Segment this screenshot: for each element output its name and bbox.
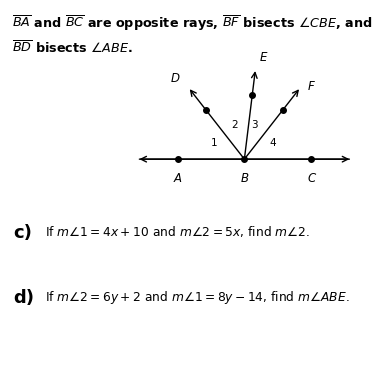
Text: C: C	[307, 172, 315, 185]
Text: 2: 2	[231, 119, 238, 130]
Text: $\overline{BA}$ and $\overline{BC}$ are opposite rays, $\overline{BF}$ bisects $: $\overline{BA}$ and $\overline{BC}$ are …	[12, 13, 372, 33]
Text: E: E	[260, 51, 267, 64]
Text: If $m\angle 1 = 4x + 10$ and $m\angle 2 = 5x$, find $m\angle 2$.: If $m\angle 1 = 4x + 10$ and $m\angle 2 …	[45, 224, 310, 239]
Text: A: A	[174, 172, 181, 185]
Text: $\overline{BD}$ bisects $\angle ABE$.: $\overline{BD}$ bisects $\angle ABE$.	[12, 40, 133, 56]
Text: 3: 3	[251, 119, 257, 130]
Text: d): d)	[14, 289, 35, 307]
Text: D: D	[170, 72, 179, 85]
Text: If $m\angle 2 = 6y + 2$ and $m\angle 1 = 8y - 14$, find $m\angle ABE$.: If $m\angle 2 = 6y + 2$ and $m\angle 1 =…	[45, 289, 350, 306]
Text: 1: 1	[211, 138, 217, 148]
Text: F: F	[307, 80, 314, 93]
Text: c): c)	[14, 224, 32, 242]
Text: 4: 4	[269, 138, 276, 148]
Text: B: B	[240, 172, 248, 185]
